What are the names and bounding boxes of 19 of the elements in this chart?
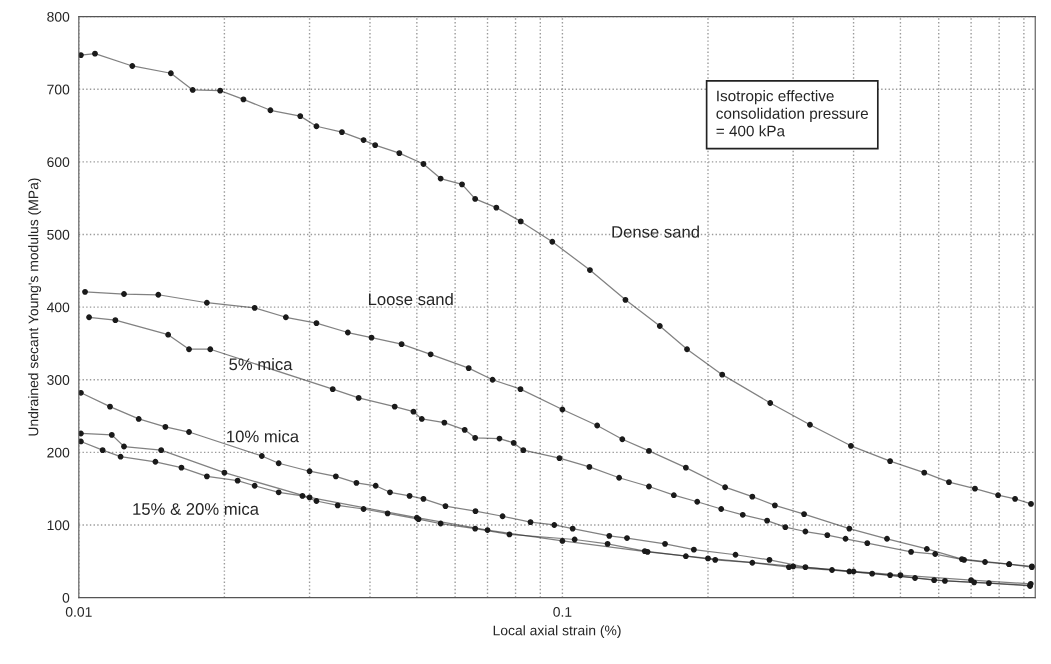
y-tick-label: 400 — [46, 302, 70, 313]
y-tick-label: 500 — [47, 229, 70, 240]
y-tick-label: 100 — [47, 520, 70, 531]
annotation: 5% mica — [229, 358, 293, 371]
y-tick-label: 800 — [47, 11, 70, 22]
y-tick-label: 600 — [47, 157, 70, 168]
x-tick-label: 0.1 — [553, 606, 572, 617]
y-tick-label: 0 — [62, 592, 70, 603]
annotation: 15% & 20% mica — [133, 502, 259, 515]
x-tick-label: 0.01 — [65, 606, 92, 617]
annotation: 10% mica — [227, 430, 300, 443]
annotation: Isotropic effective consolidation pressure = 400 kPa — [716, 90, 868, 137]
annotation: Loose sand — [368, 292, 453, 306]
y-tick-label: 200 — [47, 447, 70, 458]
x-axis-title: Local axial strain (%) — [493, 625, 621, 639]
annotation: Dense sand — [612, 225, 699, 238]
y-axis-title: Undrained secant Young's modulus (MPa) — [28, 178, 42, 436]
y-tick-label: 700 — [47, 84, 70, 95]
y-tick-label: 300 — [47, 375, 70, 385]
